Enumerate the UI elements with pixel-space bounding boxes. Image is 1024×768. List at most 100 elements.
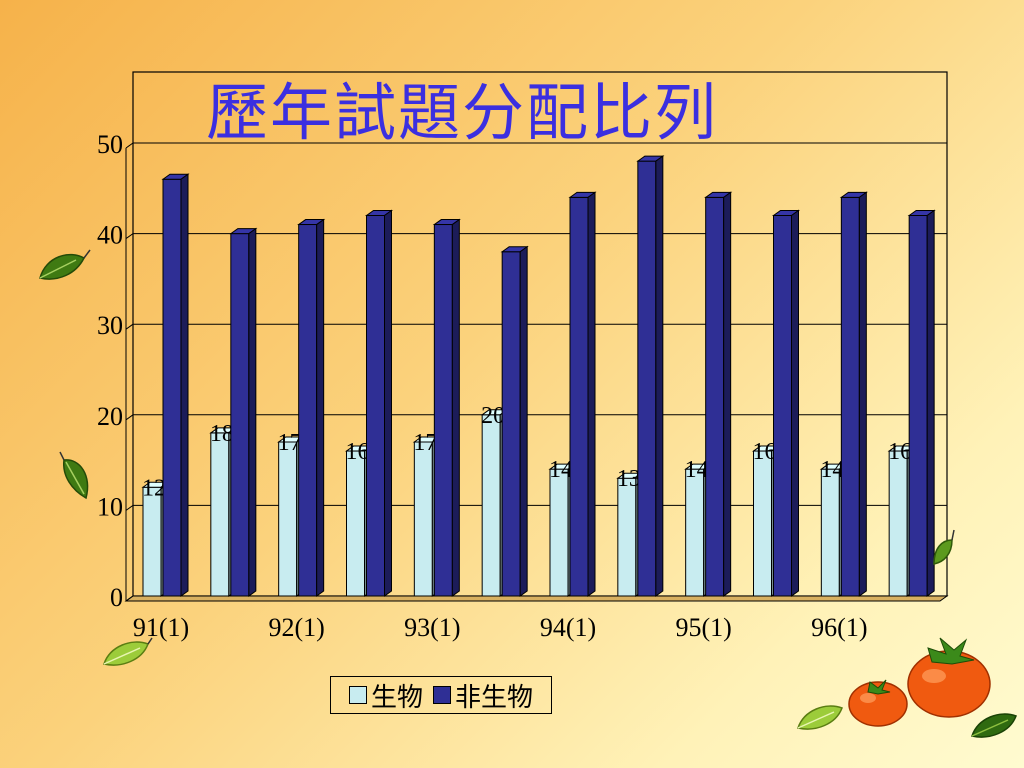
bar-front (142, 486, 162, 597)
bar-side (180, 173, 189, 597)
legend-label-non-biology: 非生物 (455, 682, 534, 713)
bar-front (888, 450, 908, 597)
data-label: 14 (820, 457, 844, 483)
gridlines (125, 142, 947, 602)
y-tick-label: 30 (97, 311, 123, 340)
persimmon-small-icon (848, 679, 908, 727)
legend-swatch-non-biology (433, 686, 451, 704)
bar-front (820, 468, 840, 597)
bar-nonbio (161, 173, 190, 597)
x-tick-label: 94(1) (540, 613, 596, 642)
y-tick-label: 20 (97, 402, 123, 431)
bar-nonbio (704, 191, 733, 597)
bar-side (655, 155, 664, 597)
gridline-depth (125, 142, 134, 149)
bar-front (413, 441, 433, 597)
bar-front (346, 450, 365, 597)
bar-side (587, 191, 596, 597)
bar-side (723, 191, 732, 597)
data-label: 13 (617, 466, 641, 492)
gridline-depth (125, 323, 134, 330)
data-label: 20 (481, 403, 505, 429)
leaf-decoration-icon (59, 451, 89, 500)
data-label: 18 (210, 421, 234, 447)
bar-side (791, 209, 799, 597)
legend-item-biology: 生物 (348, 677, 423, 714)
bar-front (481, 414, 501, 597)
leaf-decoration-icon (39, 249, 91, 280)
y-tick-label: 40 (97, 221, 123, 250)
bars: 12 18 17 16 17 20 14 13 14 16 14 16 (141, 155, 936, 597)
gridline-depth (125, 414, 134, 421)
bar-nonbio (500, 245, 529, 597)
bar-nonbio (771, 209, 801, 597)
bar-front (637, 160, 657, 597)
leaf-decoration-icon (971, 713, 1017, 738)
bar-front (685, 468, 705, 597)
data-label: 16 (888, 439, 912, 465)
gridline-depth (125, 595, 134, 602)
bar-nonbio (364, 209, 394, 597)
data-label: 16 (753, 439, 777, 465)
bar-nonbio (432, 218, 461, 597)
bar-front (549, 468, 569, 597)
x-tick-label: 96(1) (811, 613, 867, 642)
data-label: 17 (278, 430, 302, 456)
bar-nonbio (229, 227, 258, 597)
bar-front (773, 214, 792, 597)
y-tick-label: 0 (110, 583, 123, 612)
bar-nonbio (636, 155, 665, 597)
bar-nonbio (568, 191, 597, 597)
bar-side (384, 209, 392, 597)
data-label: 16 (346, 439, 370, 465)
bar-front (162, 178, 182, 597)
leaf-decoration-icon (103, 637, 153, 666)
bar-front (298, 224, 318, 597)
legend-swatch-biology (348, 686, 367, 704)
bar-side (858, 191, 867, 597)
data-label: 14 (549, 457, 573, 483)
plot-frame (124, 71, 949, 602)
bar-front (705, 196, 725, 597)
bar-nonbio (297, 218, 326, 597)
gridline-depth (125, 233, 134, 240)
y-axis: 0 10 20 30 40 50 (97, 130, 127, 612)
bar-front (230, 233, 250, 597)
bar-front (501, 251, 521, 597)
bar-side (926, 209, 935, 597)
bar-side (316, 218, 325, 597)
legend-label-biology: 生物 (370, 682, 423, 713)
persimmon-large-icon (907, 637, 991, 718)
bar-side (451, 218, 460, 597)
bar-front (366, 214, 385, 597)
data-label: 12 (142, 475, 166, 501)
plot-floor (124, 595, 949, 602)
y-tick-label: 50 (97, 130, 123, 159)
bar-front (908, 214, 928, 597)
bar-front (753, 450, 772, 597)
bar-nonbio (839, 191, 868, 597)
leaf-decoration-icon (933, 529, 955, 565)
bar-nonbio (907, 209, 936, 597)
y-tick-label: 10 (97, 492, 123, 521)
x-tick-label: 95(1) (676, 613, 732, 642)
legend: 生物 非生物 (330, 676, 552, 714)
data-label: 14 (685, 457, 709, 483)
bar-front (569, 196, 589, 597)
bar-front (433, 224, 453, 597)
bar-front (840, 196, 860, 597)
data-label: 17 (413, 430, 437, 456)
legend-item-non-biology: 非生物 (433, 677, 533, 714)
x-tick-label: 92(1) (269, 613, 325, 642)
bar-front (278, 441, 298, 597)
bar-front (617, 477, 637, 597)
x-tick-label: 93(1) (404, 613, 460, 642)
bar-side (519, 245, 528, 597)
gridline-depth (125, 504, 134, 511)
leaf-decoration-icon (797, 705, 843, 730)
slide-title: 歷年試題分配比列 (206, 76, 719, 149)
bar-front (210, 432, 230, 597)
bar-side (248, 227, 257, 597)
